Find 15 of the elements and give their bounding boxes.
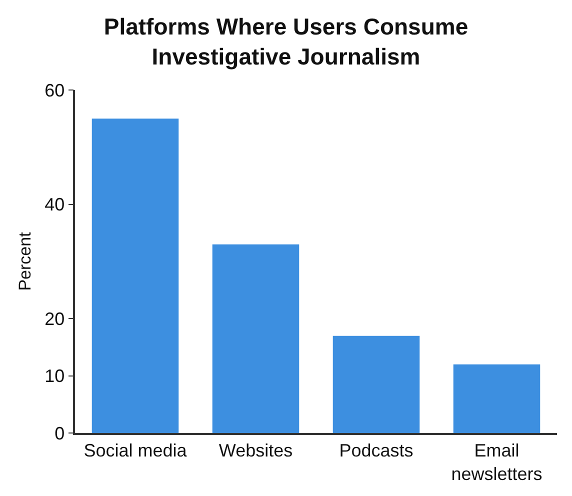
bar (453, 364, 540, 433)
y-tick-label: 20 (44, 308, 65, 329)
bar (332, 336, 420, 433)
x-tick-label: Social media (84, 440, 188, 460)
chart-title: Platforms Where Users Consume Investigative Journalism (104, 14, 468, 70)
bar (92, 118, 179, 433)
y-tick-label: 40 (44, 194, 65, 215)
x-tick-label: Podcasts (339, 440, 414, 460)
y-axis-title: Percent (16, 232, 34, 291)
x-tick-label: Email newsletters (451, 440, 542, 484)
x-tick-label: Websites (218, 440, 293, 460)
bar (212, 244, 300, 433)
y-tick-label: 10 (44, 366, 65, 386)
y-tick-label: 60 (44, 80, 65, 100)
y-tick-label: 0 (54, 423, 65, 444)
